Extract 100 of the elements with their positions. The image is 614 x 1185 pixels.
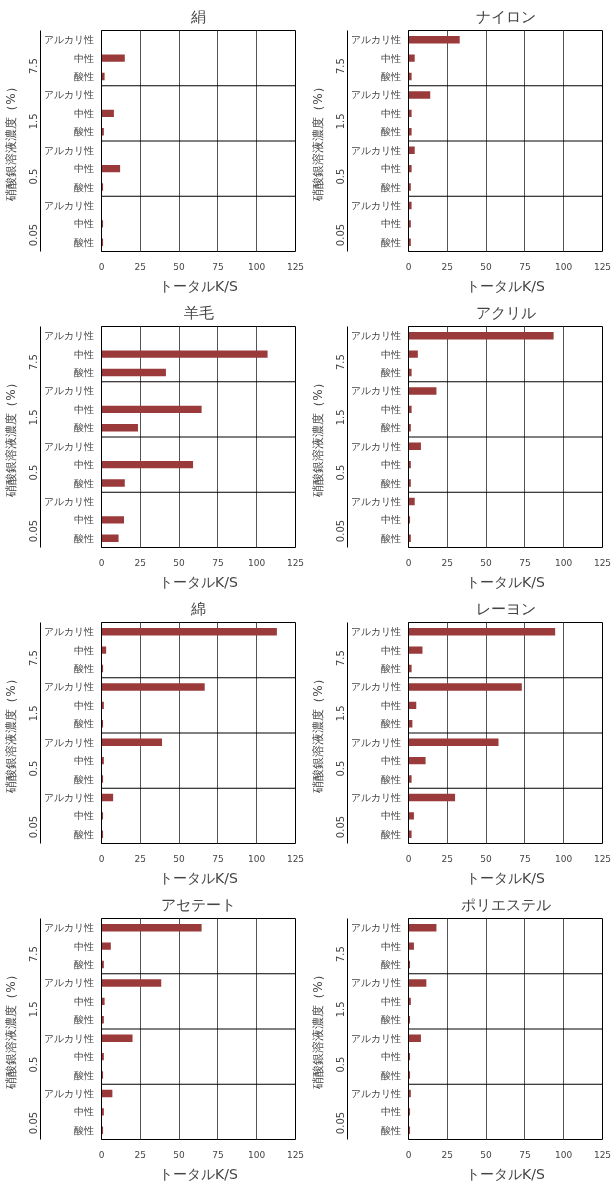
y-tick-label: 中性 [380,644,401,656]
y-tick-label: 酸性 [73,1069,94,1081]
x-tick-label: 75 [519,1149,531,1160]
text: 7.5 [27,58,39,75]
x-tick-label: 25 [134,261,147,272]
y-tick-label: 酸性 [73,1014,94,1026]
x-axis-title: トータルK/S [466,277,546,294]
text: 0.05 [334,1111,346,1135]
y-tick-label: 酸性 [380,236,401,248]
y-tick-label: 酸性 [73,236,94,248]
y-tick-label: 中性 [73,699,94,711]
chart-title: 羊毛 [183,303,214,322]
y-tick-label: アルカリ性 [350,89,401,101]
text: 1.5 [334,113,346,130]
y-tick-label: 酸性 [73,1124,94,1136]
y-tick-label: アルカリ性 [350,736,401,748]
y-tick-label: 酸性 [380,959,401,971]
y-tick-label: 酸性 [73,422,94,434]
y-axis-title: 硝酸銀溶液濃度（%） [310,377,325,498]
y-tick-label: アルカリ性 [350,34,401,46]
y-axis-title: 硝酸銀溶液濃度（%） [310,81,325,202]
y-tick-label: 中性 [73,459,94,471]
y-tick-label: 中性 [73,514,94,526]
x-tick-label: 0 [98,557,105,568]
y-tick-label: 中性 [380,699,401,711]
y-tick-label: 中性 [380,218,401,230]
y-tick-label: 酸性 [73,959,94,971]
y-tick-label: 中性 [380,403,401,415]
x-tick-label: 50 [173,557,186,568]
x-tick-label: 50 [480,261,493,272]
x-tick-label: 50 [173,1149,186,1160]
chart-title: 絹 [190,7,206,26]
x-tick-label: 125 [286,557,305,568]
y-tick-label: アルカリ性 [43,199,94,211]
y-tick-label: アルカリ性 [43,681,94,693]
y-tick-label: アルカリ性 [43,440,94,452]
x-tick-label: 50 [480,853,493,864]
x-tick-label: 0 [98,1149,105,1160]
y-tick-label: 中性 [380,348,401,360]
y-tick-label: 中性 [73,403,94,415]
x-tick-label: 25 [441,557,454,568]
y-tick-label: 中性 [380,459,401,471]
chart-title: 綿 [190,599,206,618]
text: 0.05 [334,223,346,247]
y-tick-label: 酸性 [380,422,401,434]
y-tick-label: 酸性 [73,71,94,83]
y-tick-label: 中性 [73,218,94,230]
x-tick-label: 25 [134,853,147,864]
y-tick-label: アルカリ性 [350,626,401,638]
x-tick-label: 75 [212,557,224,568]
x-tick-label: 125 [286,853,305,864]
y-tick-label: アルカリ性 [43,34,94,46]
text: 1.5 [27,705,39,722]
text: 0.05 [334,519,346,543]
text: 7.5 [334,946,346,963]
x-axis-title: トータルK/S [159,277,239,294]
text: 0.05 [27,223,39,247]
y-tick-label: アルカリ性 [350,495,401,507]
y-tick-label: アルカリ性 [43,144,94,156]
x-axis-title: トータルK/S [466,1165,546,1182]
y-tick-label: 酸性 [380,1069,401,1081]
y-tick-label: 酸性 [380,532,401,544]
y-tick-label: 酸性 [380,1014,401,1026]
y-axis-title: 硝酸銀溶液濃度（%） [3,969,18,1090]
y-tick-label: 酸性 [380,71,401,83]
y-tick-label: 酸性 [380,181,401,193]
x-tick-label: 125 [593,853,612,864]
text: 0.5 [27,168,39,185]
y-tick-label: 酸性 [73,773,94,785]
x-tick-label: 125 [593,557,612,568]
y-tick-label: アルカリ性 [43,330,94,342]
text: 1.5 [27,113,39,130]
y-tick-label: アルカリ性 [350,1087,401,1099]
x-axis-title: トータルK/S [159,1165,239,1182]
text: 0.5 [27,760,39,777]
y-tick-label: 酸性 [380,477,401,489]
y-tick-label: アルカリ性 [43,89,94,101]
x-tick-label: 0 [405,557,412,568]
text: 1.5 [27,1001,39,1018]
y-tick-label: 酸性 [73,477,94,489]
y-tick-label: 中性 [73,107,94,119]
text: 0.05 [334,815,346,839]
y-axis-title: 硝酸銀溶液濃度（%） [3,377,18,498]
y-tick-label: 中性 [73,810,94,822]
text: 7.5 [334,58,346,75]
y-tick-label: 酸性 [380,367,401,379]
x-tick-label: 75 [212,853,224,864]
y-tick-label: アルカリ性 [350,977,401,989]
y-tick-label: 中性 [380,163,401,175]
y-tick-label: 酸性 [380,1124,401,1136]
text: 7.5 [334,354,346,371]
y-tick-label: 酸性 [73,663,94,675]
x-tick-label: 25 [134,557,147,568]
x-tick-label: 100 [555,261,573,272]
y-axis-title: 硝酸銀溶液濃度（%） [310,673,325,794]
y-tick-label: 酸性 [380,718,401,730]
x-tick-label: 75 [212,1149,224,1160]
x-axis-title: トータルK/S [159,573,239,590]
x-tick-label: 100 [555,1149,573,1160]
x-tick-label: 125 [286,261,305,272]
